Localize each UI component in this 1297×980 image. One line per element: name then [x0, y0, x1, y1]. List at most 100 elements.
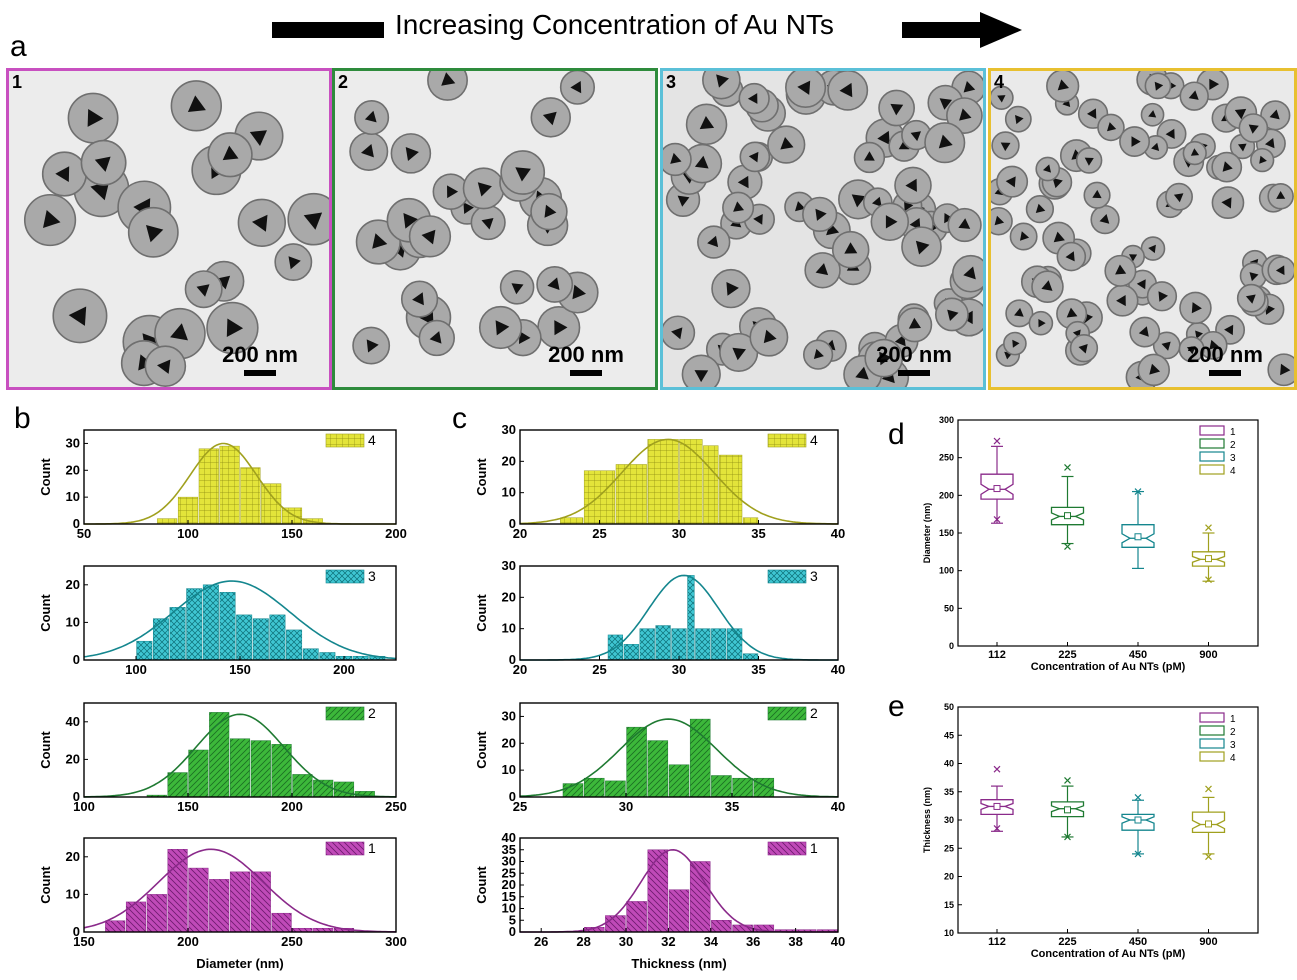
y-tick-label: 30 — [502, 558, 516, 573]
nanotriangle-core — [1116, 295, 1126, 307]
nanotriangle-core — [495, 320, 510, 336]
y-tick-label: 20 — [502, 735, 516, 750]
x-tick-label: 40 — [831, 934, 845, 949]
x-tick-label: 150 — [281, 526, 303, 541]
histogram-bar — [711, 775, 732, 798]
histogram-bar — [732, 924, 753, 933]
legend-label: 4 — [1230, 753, 1236, 764]
histogram-bar — [689, 861, 711, 933]
nanotriangle-core — [515, 167, 531, 182]
boxplot-d: 0 50 100 150 200 250 300 Diameter (nm) 112 225 450… — [922, 415, 1259, 673]
box-450 — [1121, 488, 1155, 570]
gaussian-fit-line — [83, 713, 397, 798]
nanotriangle-core — [1087, 108, 1097, 119]
y-tick-label: 150 — [939, 528, 954, 538]
histogram-bar — [136, 640, 153, 661]
nanotriangle-core — [68, 306, 87, 326]
nanotriangle-core — [570, 81, 582, 94]
histogram-b-3: 100 150 200 0 10 20 Count 3 — [38, 565, 397, 677]
histogram-bar — [742, 517, 759, 525]
nanotriangle-core — [372, 233, 388, 249]
y-tick-label: 40 — [502, 830, 516, 845]
nanotriangle-core — [670, 152, 682, 164]
legend-label: 3 — [1230, 453, 1236, 464]
legend-swatch — [767, 569, 807, 584]
nanotriangle-core — [813, 348, 824, 359]
nanotriangle-core — [732, 347, 746, 361]
nanotriangle-core — [1107, 122, 1117, 132]
x-tick-label: 225 — [1058, 649, 1076, 661]
box-112 — [980, 765, 1014, 832]
nanotriangle-core — [1014, 307, 1024, 317]
nanotriangle-core — [481, 218, 494, 230]
panel-letter-b: b — [14, 402, 31, 435]
scale-bar-label: 200 nm — [548, 342, 624, 367]
nanotriangle-core — [366, 339, 379, 353]
scale-bar — [570, 370, 602, 376]
legend-label: 4 — [810, 432, 818, 448]
histogram-bar — [742, 653, 759, 661]
nanotriangle-core — [1035, 203, 1046, 213]
nanotriangle-core — [908, 317, 921, 329]
histogram-bar — [626, 726, 647, 798]
x-axis-label: Concentration of Au NTs (pM) — [1031, 948, 1186, 960]
histogram-bar — [177, 496, 199, 525]
histogram-bar — [209, 879, 230, 933]
nanotriangle-core — [915, 240, 930, 255]
x-tick-label: 150 — [177, 799, 199, 814]
plot-frame — [83, 837, 397, 933]
histogram-bar — [125, 901, 147, 933]
histogram-bar — [188, 749, 209, 798]
y-tick-label: 40 — [66, 714, 80, 729]
nanotriangle-core — [1053, 231, 1065, 243]
nanotriangle-core — [726, 282, 739, 296]
nanotriangle-core — [947, 309, 959, 321]
outlier-marker — [1205, 524, 1212, 532]
histogram-bar — [655, 625, 671, 661]
y-tick-label: 40 — [944, 759, 954, 769]
tem-panel-border — [660, 68, 986, 390]
nanotriangle-core — [904, 200, 914, 212]
boxplot-e: 10 15 20 25 30 35 40 45 50 Thickness (nm) 112 225 45… — [922, 702, 1259, 960]
histogram-bar — [198, 448, 219, 525]
nanotriangle-core — [1224, 324, 1234, 336]
x-tick-label: 25 — [592, 526, 606, 541]
histogram-bar — [319, 652, 336, 661]
x-tick-label: 40 — [831, 526, 845, 541]
nanotriangle-core — [737, 175, 749, 189]
nanotriangle-core — [1148, 110, 1157, 118]
x-tick-label: 900 — [1199, 936, 1217, 948]
nanotriangle-core — [288, 256, 301, 270]
outlier-marker — [993, 765, 1001, 773]
nanotriangle-core — [87, 109, 104, 127]
histogram-bar — [679, 439, 703, 525]
nanotriangle-core — [748, 151, 759, 163]
nanotriangle-core — [864, 151, 875, 161]
nanotriangle-core — [1173, 193, 1184, 203]
x-tick-label: 250 — [385, 799, 407, 814]
tem-panel-4 — [988, 68, 1297, 390]
outlier-marker — [1064, 833, 1071, 841]
histogram-bar — [236, 614, 253, 661]
nanotriangle-core — [477, 182, 492, 197]
nanotriangle-core — [463, 202, 474, 214]
legend-swatch — [767, 433, 807, 448]
nanotriangle-core — [1149, 363, 1161, 375]
scale-bar — [1209, 370, 1241, 376]
box-450 — [1121, 793, 1155, 858]
histogram-b-2: 100 150 200 250 0 20 40 Count 2 — [38, 702, 407, 814]
x-tick-label: 35 — [725, 799, 739, 814]
histogram-bar — [560, 517, 584, 525]
x-tick-label: 36 — [746, 934, 760, 949]
mean-marker — [1064, 806, 1071, 814]
histogram-c-4: 20 25 30 35 40 0 10 20 30 Count 4 — [474, 422, 845, 541]
x-tick-label: 40 — [831, 799, 845, 814]
x-axis-label: Concentration of Au NTs (pM) — [1031, 661, 1186, 673]
plot-frame — [83, 429, 397, 525]
nanotriangle-core — [1209, 78, 1220, 90]
histogram-bar — [169, 607, 186, 661]
nanotriangle-core — [429, 331, 442, 344]
mean-marker — [1205, 820, 1212, 828]
nanotriangle-core — [844, 242, 858, 254]
nanotriangle-core — [815, 263, 829, 276]
